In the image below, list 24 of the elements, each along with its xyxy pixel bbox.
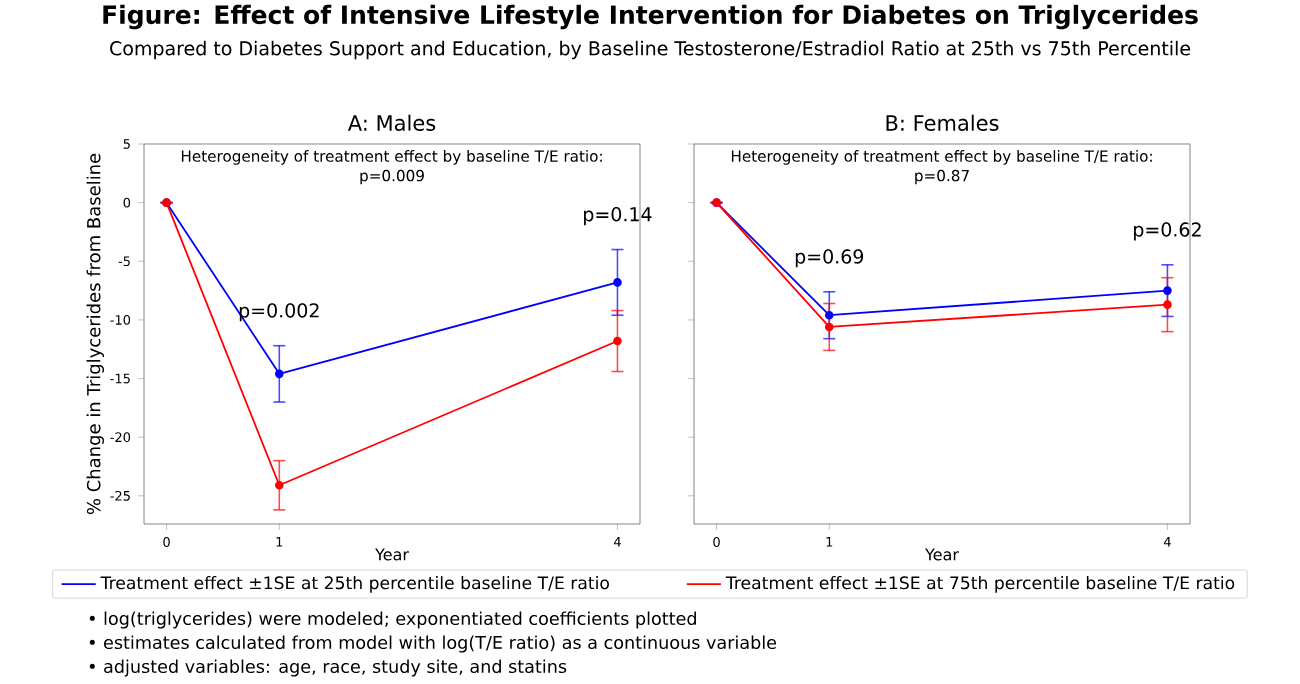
text: • estimates calculated from model with log(T/E ratio) as a continuous variable <box>89 635 777 653</box>
chart-title: B: Females <box>886 114 999 131</box>
point <box>613 278 622 287</box>
point <box>1163 286 1172 295</box>
point <box>824 322 834 332</box>
annotation: p=0.62 <box>1134 222 1201 241</box>
text: Figure: Effect of Intensive Lifestyle Intervention for Diabetes on Triglycerides <box>103 4 1198 30</box>
x-axis-title: Year <box>925 548 959 561</box>
text: • adjusted variables: age, race, study site, and statins <box>89 659 567 677</box>
annotation: p=0.002 <box>239 303 319 322</box>
legend-label: Treatment effect ±1SE at 25th percentile baseline T/E ratio <box>100 576 609 593</box>
annotation: p=0.69 <box>795 249 864 268</box>
point <box>824 310 834 320</box>
x-axis-title: Year <box>375 548 409 561</box>
point <box>1163 300 1172 309</box>
text: • log(triglycerides) were modeled; exponentiated coefficients plotted <box>89 611 696 629</box>
point <box>613 336 622 346</box>
point <box>274 480 284 490</box>
text: Compared to Diabetes Support and Education, by Baseline Testosterone/Estradiol Ratio at 25th vs 75th Percentile <box>110 40 1191 60</box>
chart-title: A: Males <box>347 114 436 131</box>
annotation: p=0.14 <box>584 207 652 226</box>
legend-label: Treatment effect ±1SE at 75th percentile baseline T/E ratio <box>725 576 1235 593</box>
y-axis-title: % Change in Triglycerides from Baseline <box>86 153 104 515</box>
point <box>274 369 284 379</box>
